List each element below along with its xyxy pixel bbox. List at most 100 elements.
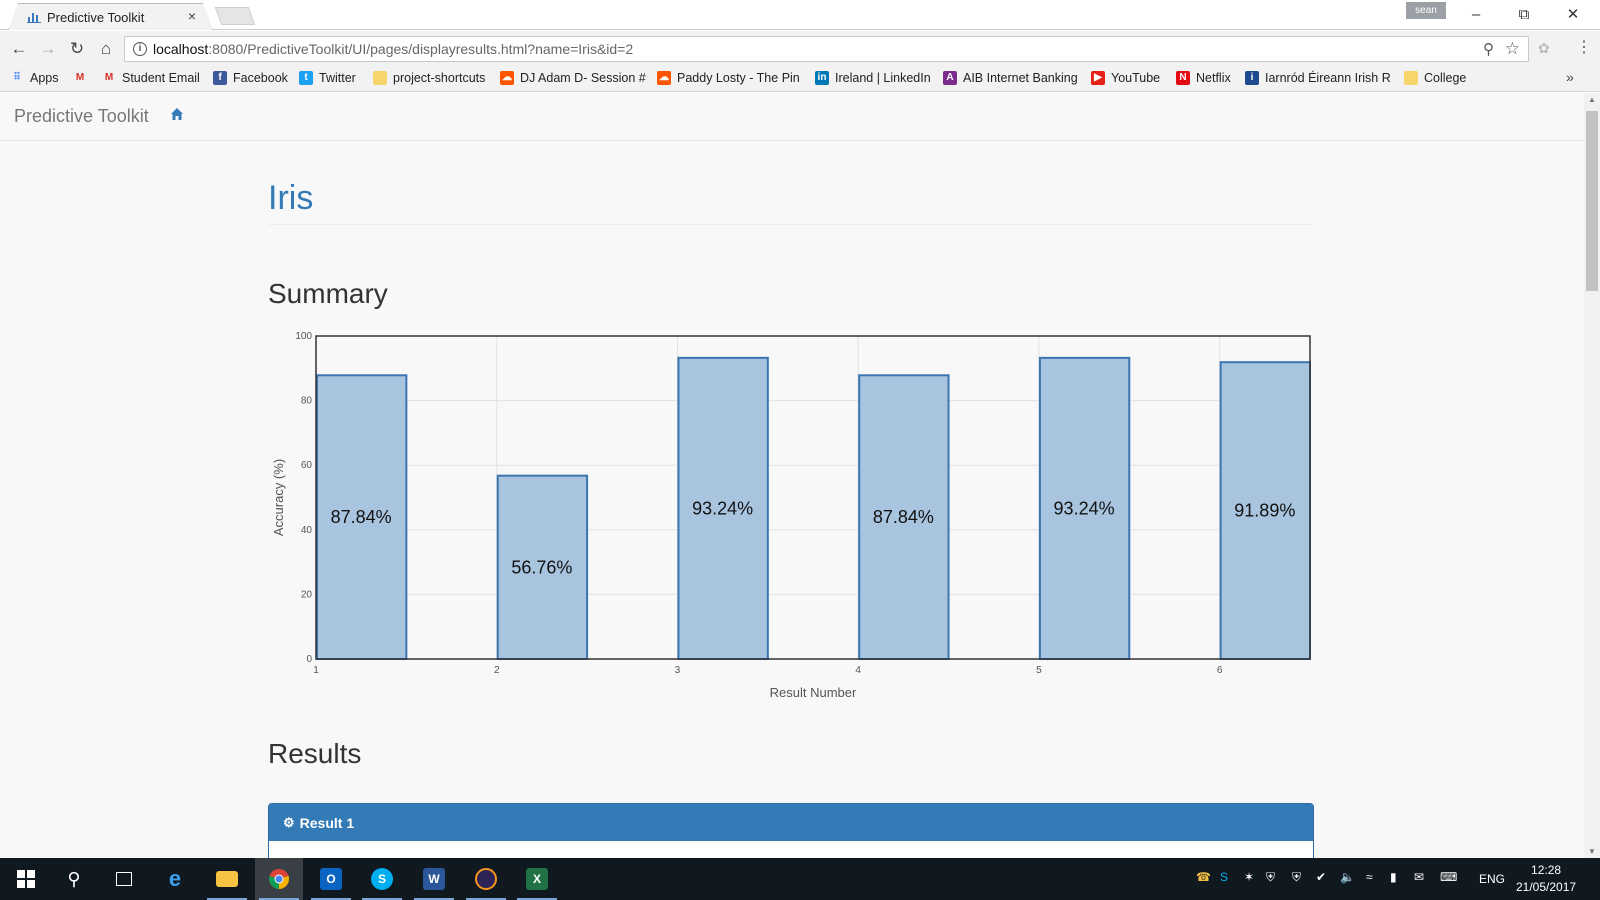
browser-tab[interactable]: Predictive Toolkit × (8, 3, 213, 30)
bookmark-item[interactable]: in Ireland | LinkedIn (815, 71, 931, 85)
y-axis-label: Accuracy (%) (271, 459, 286, 536)
notification-tray-icon[interactable]: ✉ (1414, 870, 1425, 884)
bookmark-item[interactable]: project-shortcuts (373, 71, 485, 85)
phone-tray-icon[interactable]: ☎ (1196, 870, 1211, 884)
zoom-icon[interactable]: ⚲ (1483, 41, 1494, 58)
word-icon[interactable]: W (410, 858, 458, 900)
battery-tray-icon[interactable]: ▮ (1390, 870, 1397, 884)
language-indicator[interactable]: ENG (1479, 872, 1506, 886)
skype-tray-icon[interactable]: S (1220, 870, 1229, 884)
bookmark-item[interactable]: ⠿ Apps (10, 71, 58, 85)
bookmark-item[interactable]: M (73, 71, 93, 85)
eclipse-icon[interactable] (462, 858, 510, 900)
home-icon[interactable] (170, 107, 184, 121)
new-tab-button[interactable] (214, 7, 256, 25)
bar[interactable] (496, 474, 589, 660)
youtube-icon: ▶ (1091, 71, 1105, 85)
bookmark-item[interactable]: f Facebook (213, 71, 288, 85)
netflix-icon: N (1176, 71, 1190, 85)
x-tick-label: 3 (675, 665, 681, 676)
keyboard-tray-icon[interactable]: ⌨ (1440, 870, 1458, 884)
info-icon[interactable]: i (133, 42, 147, 56)
y-tick-label: 20 (301, 589, 313, 600)
chrome-icon[interactable] (255, 858, 303, 900)
search-icon[interactable]: ⚲ (67, 868, 81, 889)
skype-icon[interactable]: S (358, 858, 406, 900)
bookmark-item[interactable]: i Iarnród Éireann Irish R (1245, 71, 1391, 85)
page-title: Iris (268, 179, 314, 217)
bookmark-label: Ireland | LinkedIn (835, 71, 931, 85)
bookmark-label: Student Email (122, 71, 200, 85)
bookmark-label: Iarnród Éireann Irish R (1265, 71, 1391, 85)
file-explorer-icon[interactable] (203, 858, 251, 900)
bookmark-item[interactable]: N Netflix (1176, 71, 1231, 85)
tab-title: Predictive Toolkit (47, 10, 145, 25)
bar-chart-icon (27, 11, 41, 23)
app-brand[interactable]: Predictive Toolkit (14, 106, 149, 126)
bookmark-label: DJ Adam D- Session # (520, 71, 646, 85)
address-bar[interactable]: i localhost:8080/PredictiveToolkit/UI/pa… (124, 36, 1529, 62)
bar[interactable] (1219, 361, 1311, 660)
bookmark-item[interactable]: M Student Email (102, 71, 200, 85)
bookmark-item[interactable]: t Twitter (299, 71, 356, 85)
bluetooth-tray-icon[interactable]: ✶ (1244, 870, 1255, 884)
wifi-tray-icon[interactable]: ≈ (1366, 870, 1373, 884)
bookmark-label: Facebook (233, 71, 288, 85)
home-button-icon[interactable]: ⌂ (100, 39, 112, 58)
tab-close-icon[interactable]: × (187, 8, 196, 24)
url-text: localhost:8080/PredictiveToolkit/UI/page… (153, 41, 634, 57)
bookmark-item[interactable]: ☁ DJ Adam D- Session # (500, 71, 646, 85)
task-view-icon[interactable] (100, 858, 148, 900)
gmail-icon: M (75, 72, 85, 83)
security-tray-icon[interactable]: ⛨ (1266, 870, 1276, 884)
apps-grid-icon: ⠿ (13, 72, 21, 83)
close-window-icon[interactable]: ✕ (1566, 6, 1580, 23)
volume-tray-icon[interactable]: 🔈 (1340, 870, 1355, 884)
checkmark-tray-icon[interactable]: ✔ (1316, 870, 1327, 884)
bar[interactable] (677, 356, 769, 660)
result-panel-heading[interactable]: ⚙ Result 1 (269, 804, 1313, 841)
clock-date: 21/05/2017 (1516, 880, 1577, 894)
scroll-up-icon[interactable]: ▲ (1588, 95, 1596, 104)
reload-icon[interactable]: ↻ (69, 39, 85, 58)
result-panel: ⚙ Result 1 (268, 803, 1314, 858)
bookmark-star-icon[interactable]: ☆ (1504, 39, 1520, 58)
outlook-icon[interactable]: O (307, 858, 355, 900)
bar[interactable] (316, 374, 408, 661)
bookmark-item[interactable]: ▶ YouTube (1091, 71, 1160, 85)
forward-arrow-icon[interactable]: → (39, 39, 57, 58)
defender-tray-icon[interactable]: ⛨ (1292, 870, 1302, 884)
bar-data-label: 87.84% (873, 507, 934, 527)
restore-icon[interactable]: ⧉ (1518, 6, 1530, 23)
scroll-down-icon[interactable]: ▼ (1588, 847, 1596, 856)
bar-data-label: 91.89% (1234, 501, 1295, 521)
profile-button[interactable]: sean (1406, 2, 1446, 19)
bookmark-item[interactable]: College (1404, 71, 1466, 85)
scroll-thumb[interactable] (1586, 111, 1598, 291)
app-navbar: Predictive Toolkit (0, 93, 1584, 141)
extension-icon[interactable]: ✿ (1538, 40, 1550, 56)
irish-rail-icon: i (1245, 71, 1259, 85)
x-tick-label: 5 (1036, 665, 1042, 676)
system-clock[interactable]: 12:28 21/05/2017 (1516, 862, 1576, 896)
windows-start-icon[interactable] (2, 858, 50, 900)
bar[interactable] (858, 374, 950, 661)
vertical-scrollbar[interactable]: ▲ ▼ (1584, 93, 1600, 858)
soundcloud-icon: ☁ (657, 71, 671, 85)
tab-strip: Predictive Toolkit × sean – ⧉ ✕ (0, 0, 1600, 30)
bookmark-item[interactable]: ☁ Paddy Losty - The Pin (657, 71, 800, 85)
y-tick-label: 40 (301, 525, 313, 536)
bookmark-item[interactable]: A AIB Internet Banking (943, 71, 1078, 85)
browser-menu-icon[interactable]: ⋮ (1576, 39, 1592, 56)
folder-icon (373, 71, 387, 85)
bar[interactable] (1038, 356, 1131, 660)
minimize-icon[interactable]: – (1471, 6, 1481, 23)
back-arrow-icon[interactable]: ← (10, 39, 28, 58)
y-tick-label: 80 (301, 396, 313, 407)
edge-browser-icon[interactable]: e (168, 866, 182, 891)
windows-taskbar: ⚲ e O S W X ☎ S ✶ ⛨ ⛨ ✔ 🔈 ≈ ▮ ✉ ⌨ ENG 12… (0, 858, 1600, 900)
bookmarks-overflow-icon[interactable]: » (1566, 69, 1574, 85)
excel-icon[interactable]: X (513, 858, 561, 900)
bar-data-label: 93.24% (1054, 498, 1115, 518)
